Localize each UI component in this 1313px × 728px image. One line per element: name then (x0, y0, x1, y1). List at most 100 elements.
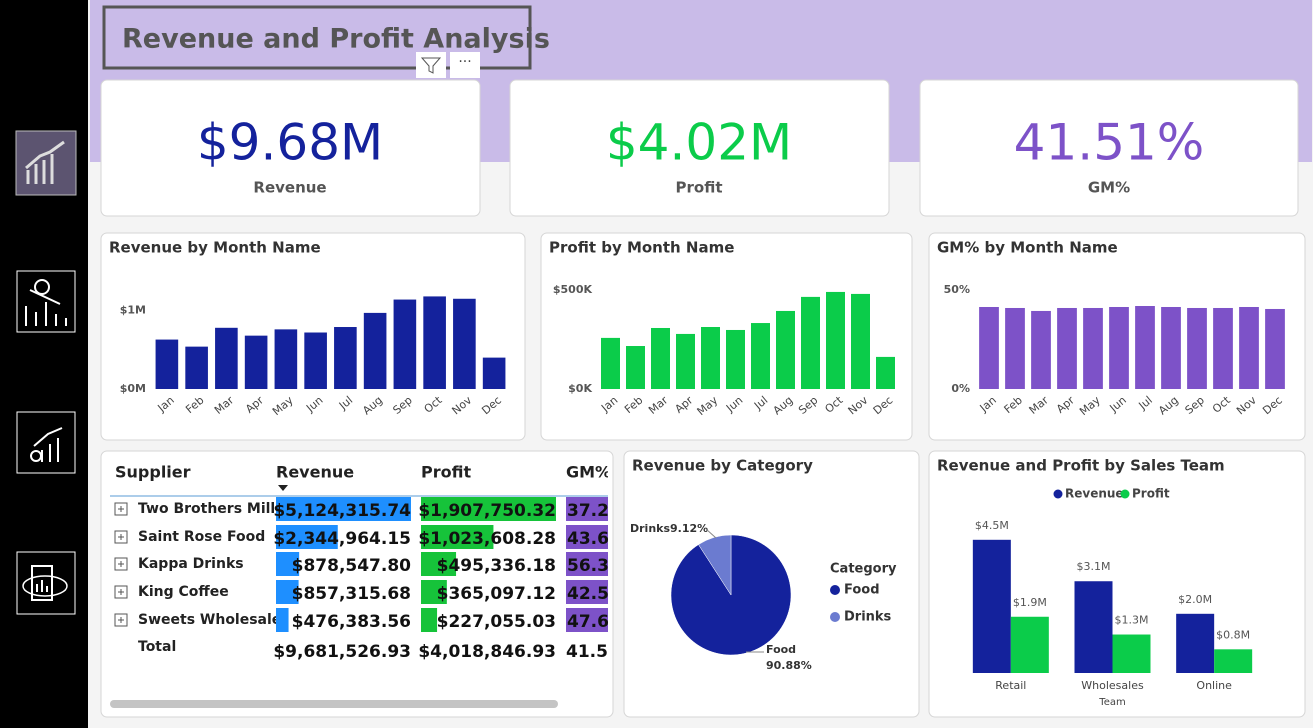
data-bar (276, 580, 299, 604)
bar (1112, 634, 1151, 673)
nav-icon (34, 279, 50, 295)
bar (1265, 308, 1285, 389)
expand-icon[interactable] (114, 557, 128, 571)
supplier-name: Sweets Wholesale (138, 612, 281, 628)
y-tick-label: $0M (120, 382, 146, 395)
expand-icon[interactable] (114, 585, 128, 599)
y-tick-label: $1M (120, 304, 146, 317)
bar (363, 312, 387, 389)
data-bar (421, 580, 447, 604)
table-column: Revenue $5,124,315.74 $2,344,964.15 $878,54… (273, 463, 411, 663)
bar (726, 329, 745, 389)
kpi-label: Profit (676, 179, 723, 197)
sidebar (0, 0, 88, 728)
kpi-card (100, 79, 481, 217)
total-value: $4,018,846.93 (418, 642, 556, 662)
table-column: Profit $1,907,750.32 $1,023,608.28 $495,336… (418, 463, 556, 662)
data-label: $1.3M (1115, 614, 1149, 627)
y-tick-label: 50% (944, 283, 970, 296)
x-tick-label: Retail (995, 679, 1026, 692)
nav-revenue[interactable] (15, 130, 77, 196)
bar (1083, 307, 1103, 389)
leader-line (705, 528, 717, 539)
chart-title: Profit by Month Name (549, 239, 734, 257)
cell-value: $476,383.56 (292, 612, 411, 632)
legend-label: Drinks (844, 610, 892, 625)
bar (1135, 306, 1155, 389)
column-header: GM% (566, 463, 611, 482)
bar (851, 293, 870, 389)
data-bar (566, 497, 608, 521)
expand-glyph (118, 534, 124, 540)
bar (1213, 307, 1233, 389)
data-label: 90.88% (766, 659, 812, 672)
title-box (102, 5, 532, 70)
table-header: Supplier (115, 463, 191, 482)
expand-glyph (118, 506, 124, 512)
expand-icon[interactable] (114, 502, 128, 516)
y-tick-label: 0% (951, 382, 970, 395)
nav-details[interactable] (16, 551, 76, 615)
expand-icon[interactable] (114, 613, 128, 627)
table-column: GM% 37.23% 43.65% 56.38% 42.59% 47.66% 41.51% (566, 463, 638, 662)
bar (826, 291, 845, 389)
nav-icon (30, 450, 42, 462)
bar (626, 346, 645, 389)
bar (751, 323, 770, 389)
cell-value: $1,907,750.32 (418, 501, 556, 521)
expand-icon[interactable] (114, 530, 128, 544)
bar (274, 329, 298, 389)
bar (482, 357, 506, 389)
visual-header-icons[interactable]: ··· (416, 52, 480, 78)
bar (393, 299, 417, 389)
scrollbar[interactable] (110, 700, 558, 708)
data-label: Drinks (630, 522, 670, 535)
supplier-name: Saint Rose Food (138, 529, 265, 545)
bar (334, 327, 357, 389)
more-icon[interactable] (450, 52, 480, 78)
nav-buttons[interactable] (15, 130, 77, 615)
nav-gm[interactable] (16, 411, 76, 474)
cell-value: $495,336.18 (437, 556, 556, 576)
kpi-value: 41.51% (1014, 114, 1205, 172)
data-bar (421, 608, 438, 632)
column-header: Profit (421, 463, 471, 482)
bar (1074, 581, 1113, 673)
legend-label: Food (844, 583, 880, 598)
bar (1214, 649, 1253, 673)
bar (701, 327, 720, 389)
cell-value: $227,055.03 (437, 612, 556, 632)
data-bar (566, 608, 608, 632)
expand-glyph (118, 617, 124, 623)
supplier-name: Kappa Drinks (138, 556, 244, 572)
cell-value: $878,547.80 (292, 556, 412, 576)
bar (1161, 306, 1181, 389)
more-glyph: ··· (458, 54, 471, 70)
legend-swatch (830, 585, 840, 595)
kpi-value: $9.68M (197, 114, 383, 172)
data-label: $2.0M (1178, 593, 1212, 606)
bar (979, 306, 999, 389)
data-label: 9.12% (670, 522, 708, 535)
cell-value: 43.65% (567, 529, 638, 549)
data-bar (276, 525, 338, 549)
bar (423, 296, 446, 389)
bar (1005, 307, 1025, 389)
bar (244, 335, 268, 389)
legend-label: Profit (1132, 487, 1170, 501)
kpi-card (919, 79, 1299, 217)
data-label: $3.1M (1077, 560, 1111, 573)
legend-swatch (1053, 489, 1063, 499)
cell-value: 56.38% (567, 556, 638, 576)
data-bar (566, 525, 608, 549)
bar (1239, 306, 1259, 389)
pie-slice (698, 534, 732, 596)
bar (601, 337, 620, 389)
bar (801, 296, 820, 389)
cell-value: $1,023,608.28 (418, 529, 556, 549)
nav-profit[interactable] (16, 270, 76, 333)
kpi-label: Revenue (253, 179, 326, 197)
chart-title: Revenue by Month Name (109, 239, 321, 257)
filter-icon[interactable] (416, 52, 446, 78)
bar (1187, 307, 1207, 389)
